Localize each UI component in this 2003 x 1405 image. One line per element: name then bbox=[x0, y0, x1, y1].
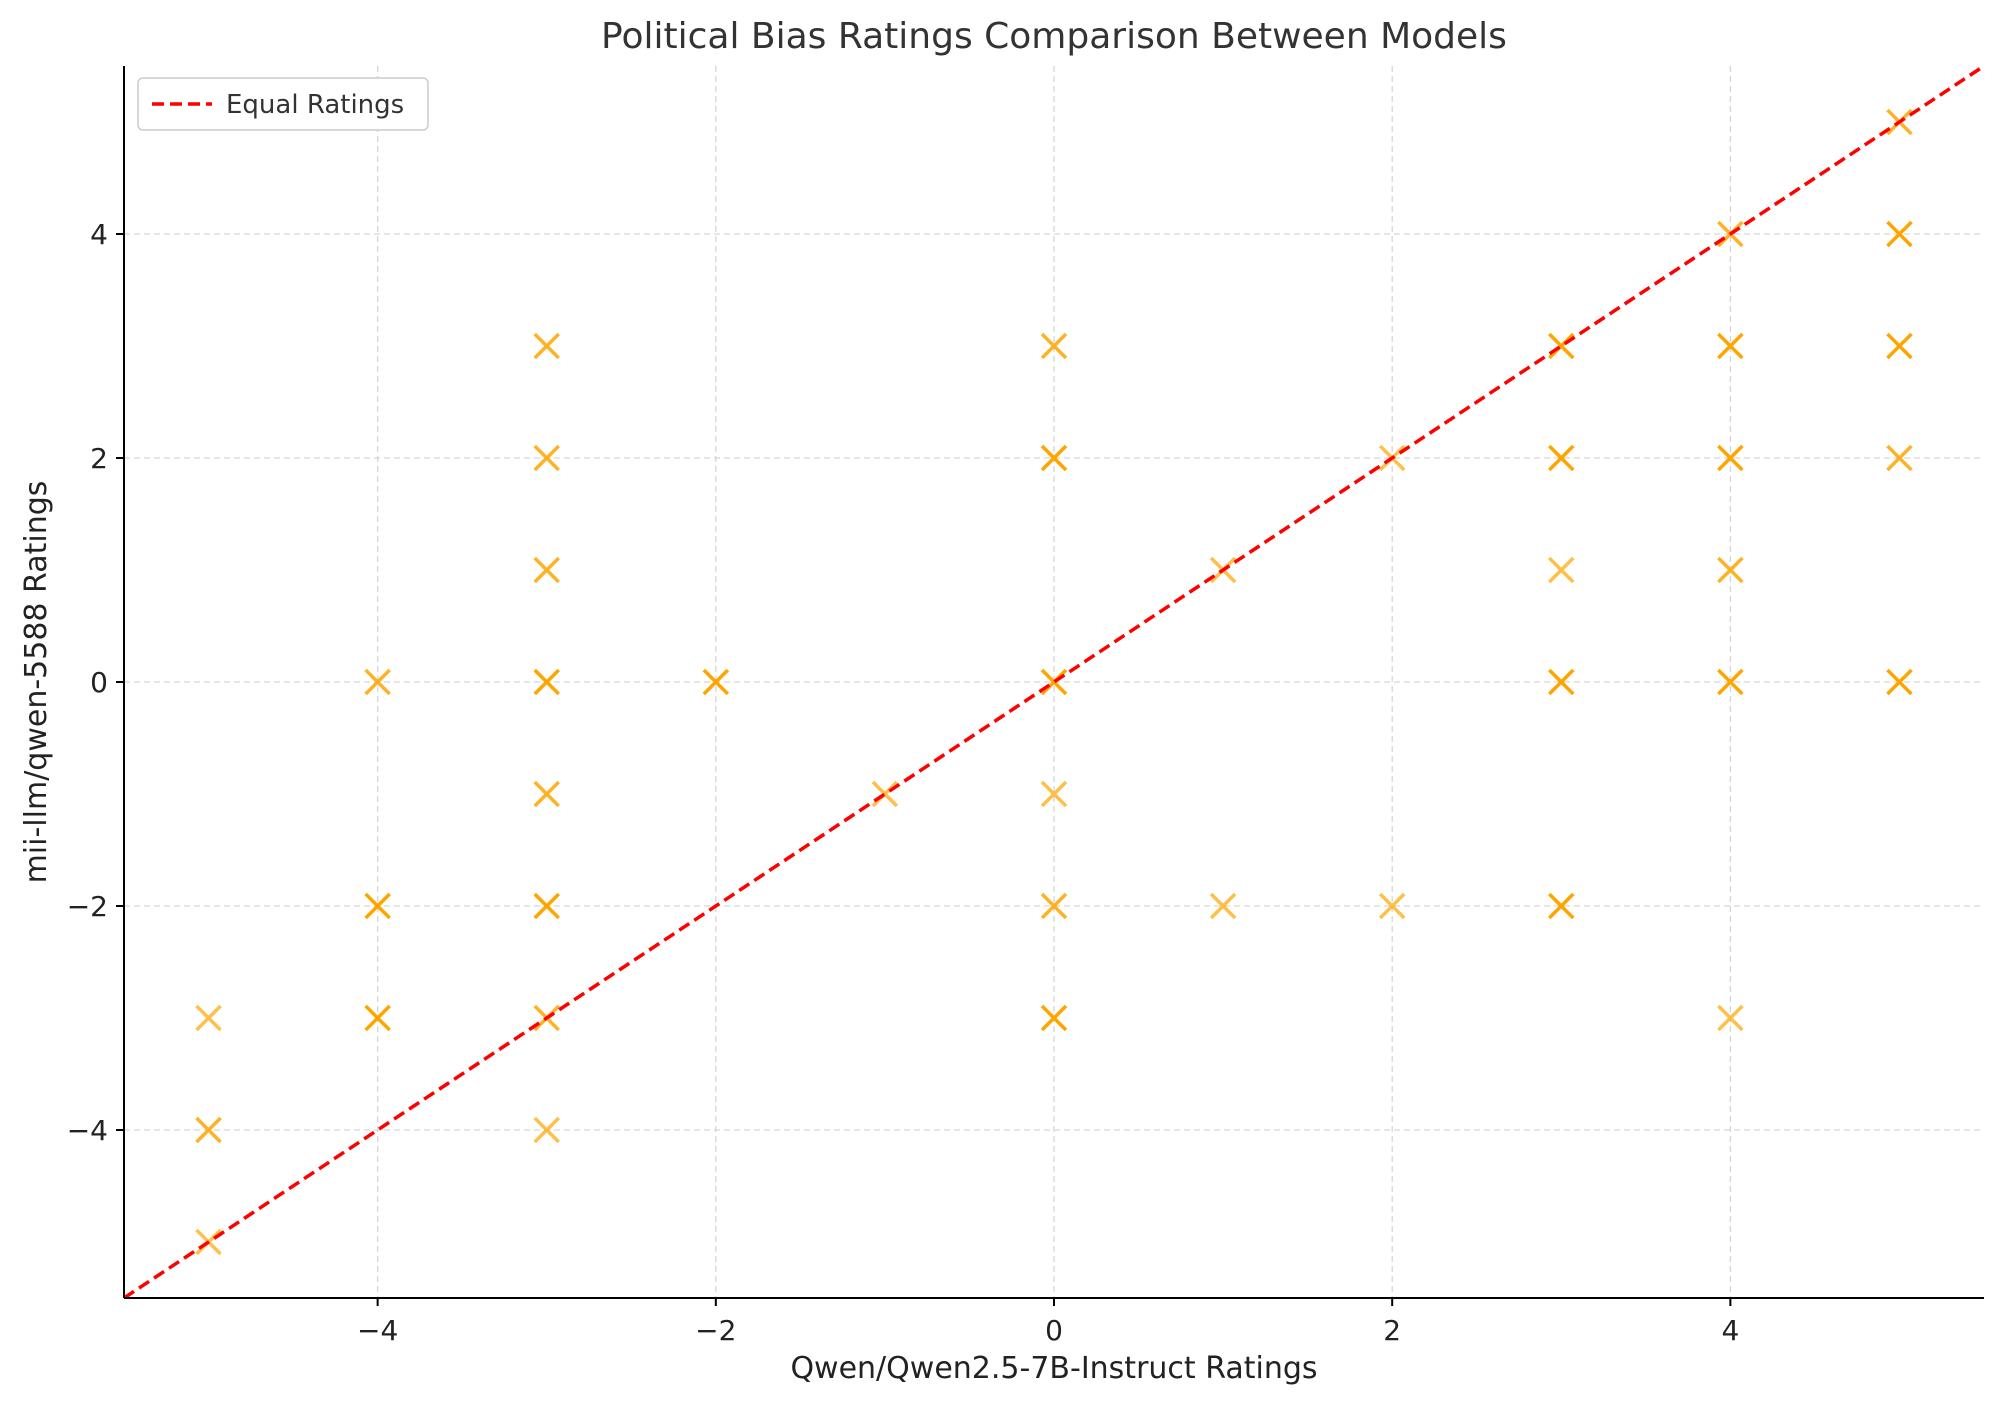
y-axis-label: mii-llm/qwen-5588 Ratings bbox=[19, 481, 54, 884]
data-point-x-marker bbox=[1040, 892, 1068, 920]
data-point-x-marker bbox=[195, 1004, 222, 1032]
data-point-x-marker bbox=[533, 1116, 560, 1144]
data-point-x-marker bbox=[364, 668, 391, 696]
data-point-x-marker bbox=[1548, 556, 1575, 584]
data-point-x-marker bbox=[364, 892, 391, 920]
x-axis-label: Qwen/Qwen2.5-7B-Instruct Ratings bbox=[790, 1351, 1317, 1386]
data-point-x-marker bbox=[1886, 444, 1913, 472]
x-tick-label: −4 bbox=[357, 1314, 398, 1347]
data-point-x-marker bbox=[1548, 668, 1575, 696]
data-point-x-marker bbox=[195, 1116, 222, 1144]
x-tick-label: −2 bbox=[695, 1314, 736, 1347]
data-point-x-marker bbox=[1717, 668, 1744, 696]
data-point-x-marker bbox=[1548, 332, 1575, 360]
data-point-x-marker bbox=[1717, 556, 1744, 584]
legend-label-equal-ratings: Equal Ratings bbox=[226, 90, 404, 120]
y-tick-label: −4 bbox=[67, 1114, 108, 1147]
legend: Equal Ratings bbox=[137, 77, 429, 131]
chart-title: Political Bias Ratings Comparison Betwee… bbox=[601, 16, 1507, 57]
data-point-x-marker bbox=[702, 668, 730, 696]
data-point-x-marker bbox=[1548, 444, 1575, 472]
x-tick-label: 2 bbox=[1383, 1314, 1401, 1347]
data-point-x-marker bbox=[1886, 220, 1913, 248]
data-point-x-marker bbox=[1886, 332, 1913, 360]
x-tick-label: 4 bbox=[1721, 1314, 1739, 1347]
data-point-x-marker bbox=[1886, 668, 1913, 696]
tick-marks bbox=[116, 233, 1732, 1306]
data-point-x-marker bbox=[533, 556, 560, 584]
legend-box bbox=[137, 77, 429, 131]
data-point-x-marker bbox=[1548, 892, 1575, 920]
data-point-x-marker bbox=[533, 444, 560, 472]
data-point-x-marker bbox=[1040, 668, 1068, 696]
data-point-x-marker bbox=[1717, 444, 1744, 472]
data-point-x-marker bbox=[1378, 892, 1406, 920]
x-tick-label: 0 bbox=[1045, 1314, 1063, 1347]
data-point-x-marker bbox=[1040, 444, 1068, 472]
y-tick-label: 0 bbox=[90, 666, 108, 699]
data-point-x-marker bbox=[533, 780, 560, 808]
data-point-x-marker bbox=[533, 892, 560, 920]
data-point-x-marker bbox=[1717, 332, 1744, 360]
tick-labels: −4 −2 0 2 4 −4 −2 0 2 4 bbox=[67, 218, 1740, 1347]
y-tick-label: 4 bbox=[90, 218, 108, 251]
data-point-x-marker bbox=[1040, 332, 1068, 360]
y-tick-label: −2 bbox=[67, 890, 108, 923]
data-point-x-marker bbox=[1209, 892, 1237, 920]
data-point-x-marker bbox=[1717, 1004, 1744, 1032]
data-point-x-marker bbox=[533, 332, 560, 360]
reference-line-layer bbox=[124, 66, 1984, 1298]
equal-ratings-line bbox=[124, 66, 1984, 1298]
data-point-x-marker bbox=[871, 780, 899, 808]
data-point-x-marker bbox=[364, 1004, 391, 1032]
data-point-x-marker bbox=[1040, 1004, 1068, 1032]
data-point-x-marker bbox=[1040, 780, 1068, 808]
data-point-x-marker bbox=[533, 668, 560, 696]
y-tick-label: 2 bbox=[90, 442, 108, 475]
